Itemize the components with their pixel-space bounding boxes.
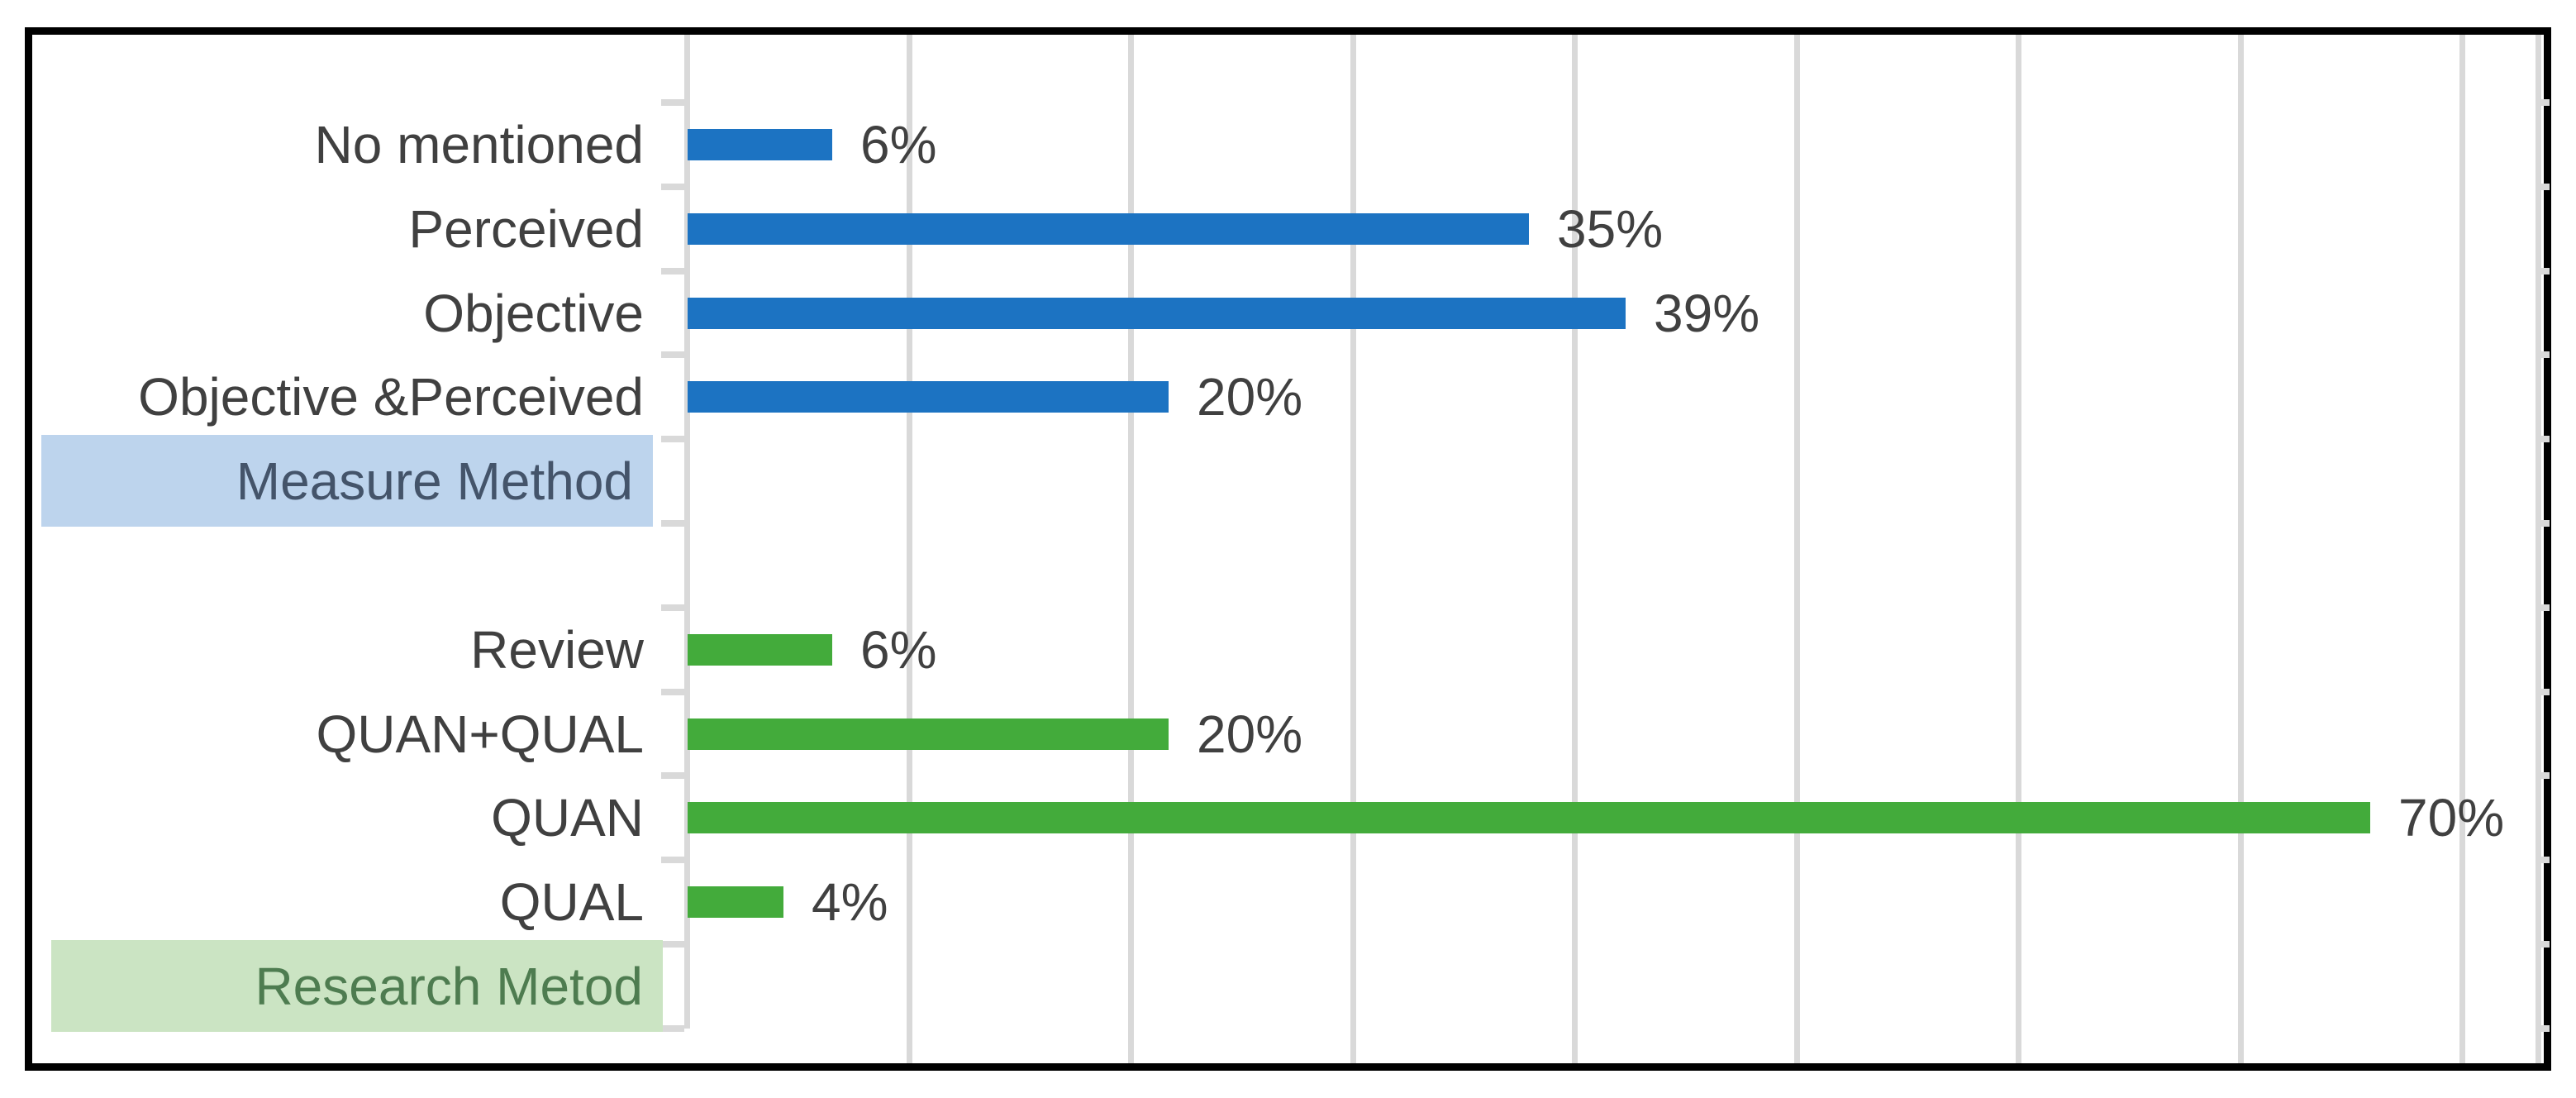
axis-tick [661,1025,684,1032]
bar-objective-perceived [687,381,1169,413]
value-label: 20% [1197,367,1303,427]
axis-tick [661,436,684,442]
gridline [2238,35,2244,1063]
category-label: Objective &Perceived [138,367,644,427]
bar-qual [687,886,783,918]
gridline [1572,35,1578,1063]
gridline [2016,35,2021,1063]
category-label: QUAN [491,788,644,847]
gridline [1794,35,1800,1063]
axis-tick [661,351,684,358]
axis-tick [661,941,684,948]
chart-row-quan-qual: QUAN+QUAL 20% [32,692,2544,776]
right-edge-tick [2541,351,2550,358]
axis-tick [661,772,684,779]
value-label: 35% [1557,199,1664,259]
bar-perceived [687,213,1529,245]
spacer-row [32,523,2544,608]
bar-review [687,634,832,666]
value-label: 70% [2398,788,2505,847]
bar-chart-frame: No mentioned 6% Perceived 35% Objective 39% Ob… [25,27,2551,1071]
bar-no-mentioned [687,129,832,160]
chart-row-qual: QUAL 4% [32,860,2544,944]
right-edge-tick [2541,689,2550,695]
axis-tick [661,268,684,274]
group-label-row-research-metod: Research Metod [32,940,2544,1032]
gridline [1350,35,1356,1063]
category-label: QUAL [499,872,644,932]
bar-quan-qual [687,718,1169,750]
axis-tick [661,857,684,863]
chart-row-review: Review 6% [32,608,2544,692]
axis-tick [661,604,684,611]
chart-row-quan: QUAN 70% [32,776,2544,860]
category-label: Review [470,620,644,680]
right-edge-tick [2541,941,2550,948]
bar-quan [687,802,2370,833]
category-axis-line [684,35,690,1029]
axis-tick [661,689,684,695]
right-edge-tick [2541,184,2550,190]
right-edge-tick [2541,1025,2550,1032]
group-highlight-research-metod: Research Metod [51,940,663,1032]
group-label-row-measure-method: Measure Method [32,435,2544,527]
value-label: 20% [1197,704,1303,764]
right-edge-tick [2541,436,2550,442]
value-label: 39% [1654,284,1760,343]
group-highlight-measure-method: Measure Method [41,435,653,527]
axis-tick [661,99,684,106]
value-label: 6% [860,115,937,174]
right-edge-tick [2541,857,2550,863]
axis-tick [661,184,684,190]
bar-objective [687,298,1626,329]
category-label: QUAN+QUAL [316,704,644,764]
chart-row-objective: Objective 39% [32,271,2544,356]
chart-row-no-mentioned: No mentioned 6% [32,103,2544,187]
plot-right-edge-line [2536,35,2541,1063]
group-label: Research Metod [255,956,643,1016]
gridline [1128,35,1134,1063]
right-edge-tick [2541,772,2550,779]
chart-row-objective-perceived: Objective &Perceived 20% [32,355,2544,439]
gridline [907,35,912,1063]
value-label: 6% [860,620,937,680]
chart-row-perceived: Perceived 35% [32,187,2544,271]
category-label: Perceived [408,199,644,259]
value-label: 4% [812,872,888,932]
right-edge-tick [2541,268,2550,274]
axis-tick [661,520,684,527]
category-label: No mentioned [314,115,644,174]
right-edge-tick [2541,604,2550,611]
right-edge-tick [2541,520,2550,527]
category-label: Objective [423,284,644,343]
right-edge-tick [2541,99,2550,106]
gridline [2459,35,2465,1063]
group-label: Measure Method [236,451,633,511]
